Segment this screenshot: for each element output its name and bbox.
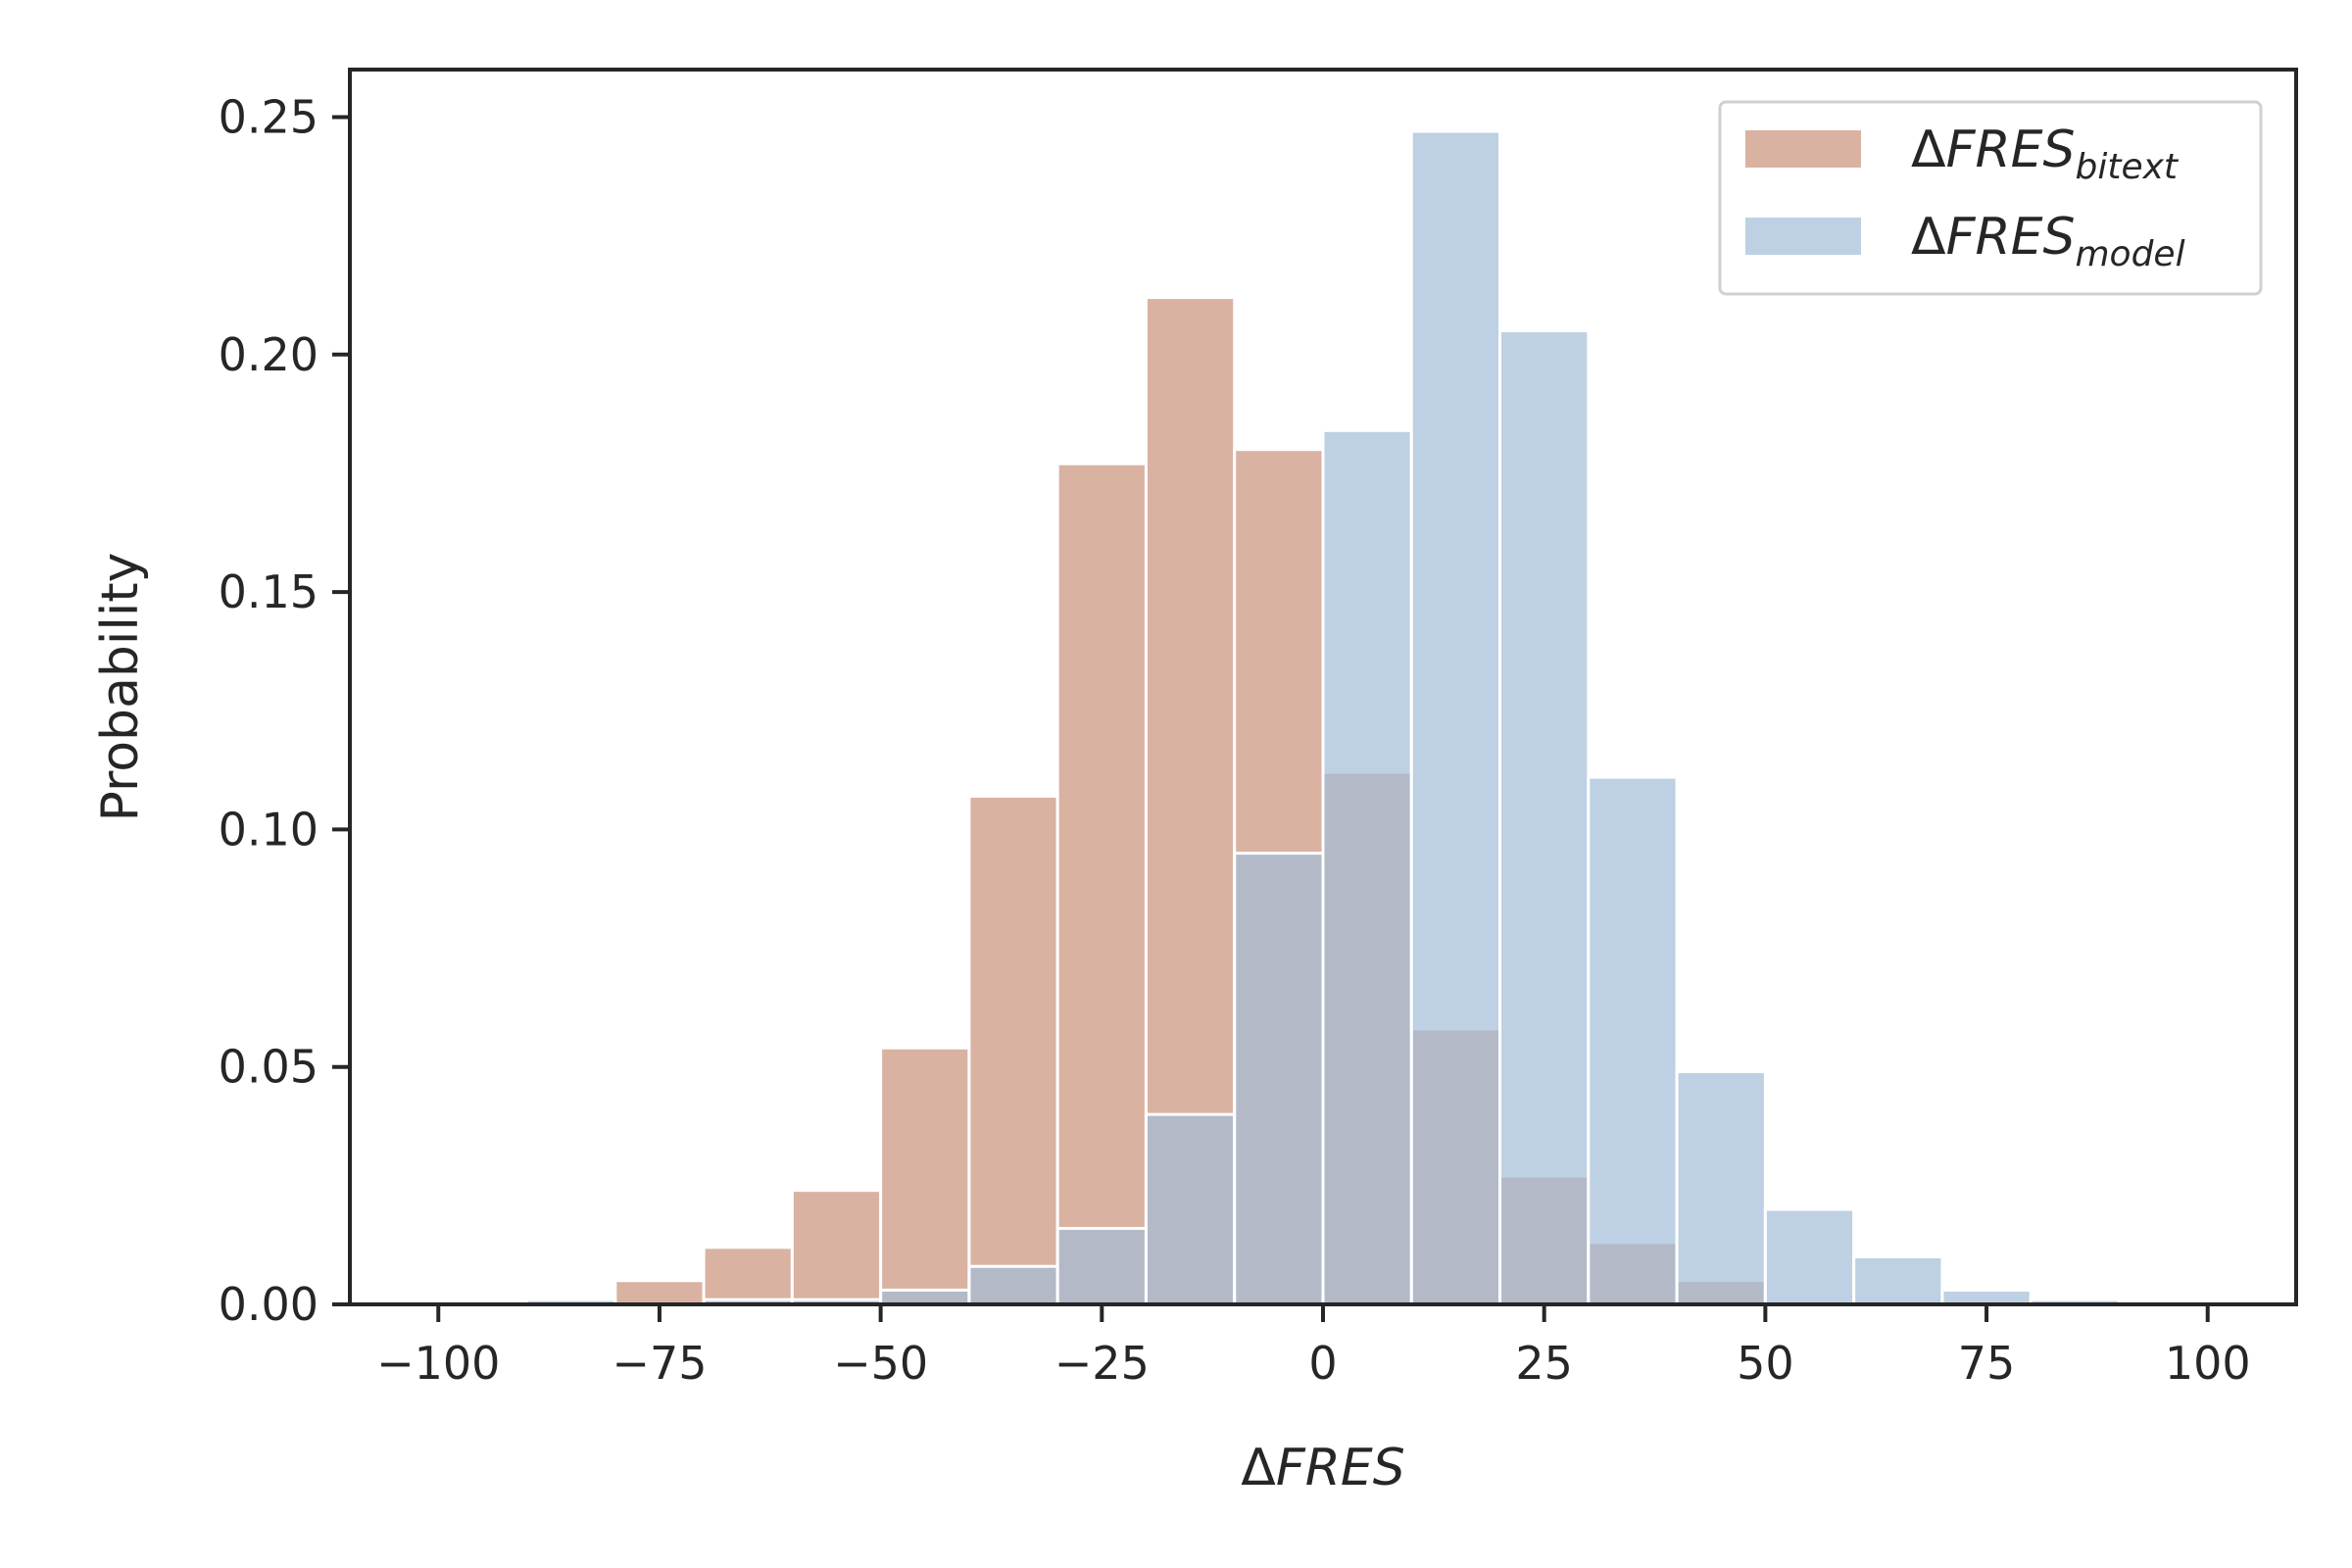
legend-label-model-sub: model [2075,234,2184,274]
x-tick-label: −25 [1054,1337,1150,1390]
histogram-bar [1321,428,1413,1306]
y-tick-label: 0.05 [219,1041,318,1094]
x-tick-label: 0 [1308,1337,1337,1390]
x-axis-label-prefix: Δ [1241,1439,1276,1497]
x-tick-label: 25 [1515,1337,1573,1390]
legend-label-model-prefix: Δ [1911,208,1946,267]
x-tick-label: 100 [2165,1337,2251,1390]
histogram-bar [1144,1112,1237,1306]
histogram-bar [1409,129,1502,1306]
y-tick-label: 0.25 [219,90,318,143]
histogram-bar [1498,329,1591,1306]
histogram-bar [967,1264,1059,1306]
histogram-bar [1852,1255,1944,1306]
legend-swatch-model [1745,218,1861,255]
histogram-bar [1233,852,1325,1306]
histogram-bar [790,1189,883,1306]
x-tick-label: −75 [612,1337,707,1390]
legend-label-bitext-prefix: Δ [1911,121,1946,179]
histogram-bar [967,794,1059,1306]
x-tick-label: −50 [833,1337,928,1390]
legend-label-bitext-sub: bitext [2075,147,2179,187]
x-tick-label: 75 [1958,1337,2016,1390]
legend: ΔFRESbitext ΔFRESmodel [1718,100,2263,296]
legend-label-model: ΔFRESmodel [1911,208,2185,274]
x-axis-label-italic: FRES [1276,1439,1405,1497]
y-tick-label: 0.00 [219,1278,318,1331]
histogram-bar [1055,1226,1148,1306]
histogram-bar [1587,775,1679,1306]
legend-label-bitext: ΔFRESbitext [1911,121,2180,187]
histogram-bar [702,1246,794,1306]
y-tick-label: 0.20 [219,328,318,381]
legend-label-bitext-italic: FRES [1946,121,2076,179]
x-tick-label: 50 [1737,1337,1794,1390]
histogram-bar [1763,1207,1856,1306]
x-axis-ticks: −100 −75 −50 −25 0 25 50 75 100 [376,1304,2251,1390]
histogram-bar [1940,1288,2033,1306]
histogram-bar [1675,1070,1767,1306]
histogram-bar [879,1288,971,1306]
series-model-bars [525,129,2121,1306]
histogram-bar [1055,462,1148,1306]
y-tick-label: 0.10 [219,803,318,856]
x-axis-label: ΔFRES [1241,1439,1404,1497]
y-tick-label: 0.15 [219,565,318,618]
legend-swatch-bitext [1745,130,1861,168]
x-tick-label: −100 [376,1337,500,1390]
legend-label-model-italic: FRES [1946,208,2076,267]
histogram-bar [879,1046,971,1306]
y-axis-label: Probability [91,553,150,822]
histogram-bar [613,1279,706,1306]
y-axis-ticks: 0.00 0.05 0.10 0.15 0.20 0.25 [219,90,350,1331]
